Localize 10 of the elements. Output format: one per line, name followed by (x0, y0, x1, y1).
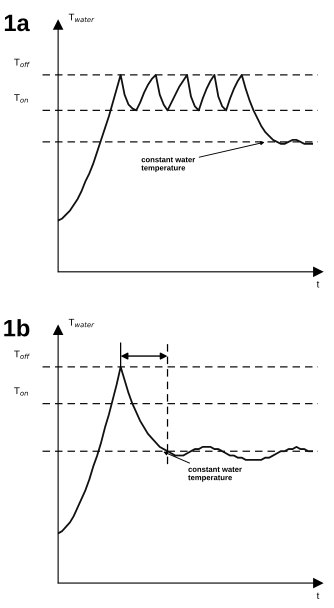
y-axis-title: T$_{water}$ (68, 318, 94, 328)
ref-line-label: T$_{off}$ (14, 58, 30, 68)
x-axis-title: t (316, 281, 320, 288)
ref-line-label: T$_{off}$ (14, 350, 30, 359)
x-axis-title: t (316, 592, 320, 600)
y-axis-title: T$_{water}$ (68, 14, 94, 22)
chart-title: 1b (4, 319, 30, 336)
chart-title: 1a (4, 14, 30, 32)
ref-line-label: T$_{on}$ (14, 94, 28, 103)
ref-line-label: T$_{on}$ (14, 387, 28, 396)
